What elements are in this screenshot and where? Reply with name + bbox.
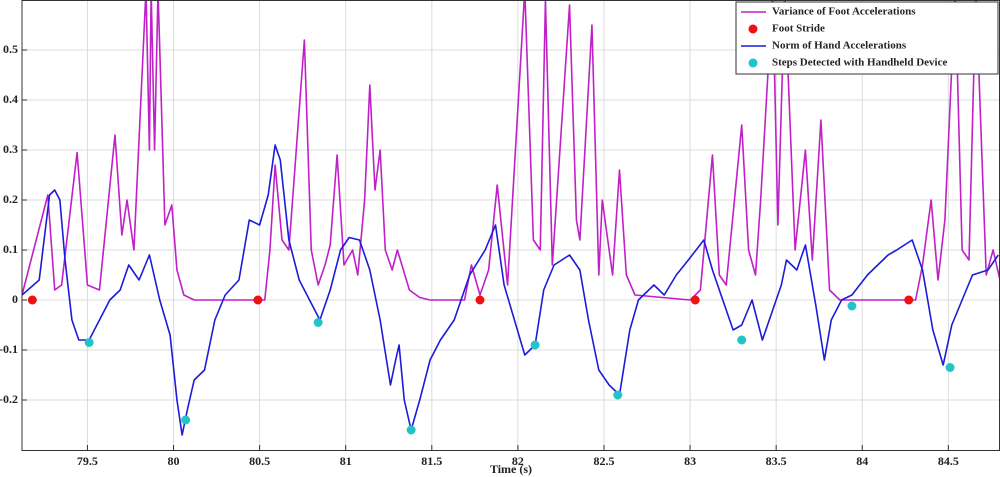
legend: Variance of Foot Accelerations Foot Strid… bbox=[735, 1, 999, 75]
x-tick-label: 79.5 bbox=[77, 454, 98, 468]
series-marker bbox=[945, 363, 955, 372]
legend-box bbox=[735, 1, 999, 75]
series-marker bbox=[613, 390, 623, 400]
y-tick-label: 0.5 bbox=[3, 42, 18, 56]
series-line bbox=[22, 0, 1000, 301]
legend-label: Steps Detected with Handheld Device bbox=[772, 57, 947, 69]
x-tick-label: 84.5 bbox=[938, 454, 959, 468]
series-marker bbox=[904, 295, 914, 305]
series-marker bbox=[530, 340, 540, 350]
x-tick-label: 82.5 bbox=[593, 454, 614, 468]
legend-label: Foot Stride bbox=[772, 23, 825, 35]
series-marker bbox=[690, 295, 700, 305]
y-tick-label: 0 bbox=[12, 292, 18, 306]
legend-swatch bbox=[748, 58, 758, 68]
x-tick-label: 80 bbox=[168, 454, 180, 468]
y-tick-label: -0.2 bbox=[0, 392, 18, 406]
y-tick-label: -0.1 bbox=[0, 342, 18, 356]
x-tick-label: 84 bbox=[856, 454, 868, 468]
x-axis-label: Time (s) bbox=[490, 462, 532, 476]
series-marker bbox=[253, 295, 263, 305]
series-marker bbox=[27, 295, 37, 305]
y-tick-label: 0.2 bbox=[3, 192, 18, 206]
y-tick-label: 0.1 bbox=[3, 242, 18, 256]
series-marker bbox=[181, 415, 191, 425]
x-tick-label: 80.5 bbox=[249, 454, 270, 468]
series-marker bbox=[475, 295, 485, 305]
x-tick-label: 82 bbox=[512, 454, 524, 468]
x-tick-label: 83.5 bbox=[766, 454, 787, 468]
legend-label: Norm of Hand Accelerations bbox=[772, 40, 907, 52]
y-tick-label: 0.4 bbox=[3, 92, 18, 106]
series-marker bbox=[406, 425, 416, 435]
plot-area bbox=[22, 0, 1000, 436]
legend-label: Variance of Foot Accelerations bbox=[772, 6, 916, 18]
y-tick-label: 0.3 bbox=[3, 142, 18, 156]
series-marker bbox=[84, 338, 94, 347]
legend-swatch bbox=[748, 24, 758, 34]
x-tick-label: 81.5 bbox=[421, 454, 442, 468]
series-marker bbox=[737, 335, 747, 345]
series-marker bbox=[847, 301, 857, 311]
x-tick-label: 81 bbox=[340, 454, 352, 468]
series-marker bbox=[313, 318, 323, 327]
grid bbox=[22, 0, 1000, 450]
series-line bbox=[22, 144, 999, 436]
x-tick-label: 83 bbox=[684, 454, 696, 468]
